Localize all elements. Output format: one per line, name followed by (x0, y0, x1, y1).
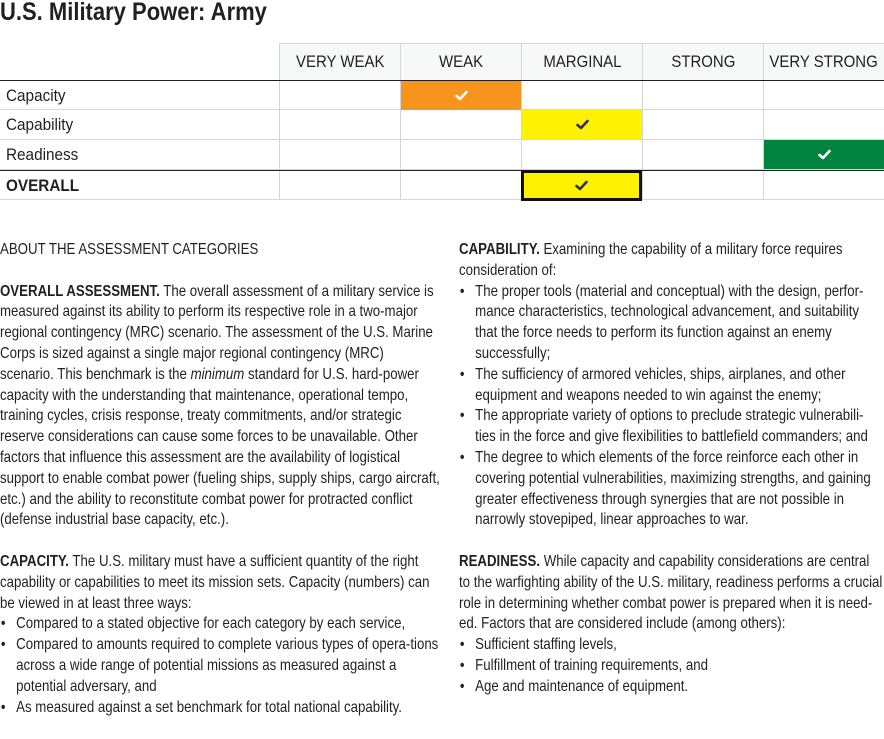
readiness-lead: READINESS. (459, 552, 541, 570)
row-label: Capability (6, 115, 74, 134)
capacity-lead: CAPACITY. (0, 552, 69, 570)
checkmark-icon (575, 180, 588, 191)
list-item: Compared to amounts required to complete… (0, 635, 440, 697)
column-header-label: MARGINAL (542, 52, 622, 71)
table-row-capability: Capability (0, 110, 884, 140)
checkmark-icon (575, 119, 589, 130)
rating-cell (521, 170, 642, 201)
list-item: As measured against a set benchmark for … (0, 698, 440, 719)
about-heading: ABOUT THE ASSESSMENT CATEGORIES (0, 241, 259, 258)
table-row-overall: OVERALL (0, 170, 884, 201)
left-column: ABOUT THE ASSESSMENT CATEGORIES OVERALL … (0, 240, 440, 739)
row-label: OVERALL (6, 176, 80, 195)
rating-cell (642, 140, 763, 169)
rating-cell (279, 110, 400, 139)
capacity-list: Compared to a stated objective for each … (0, 614, 440, 718)
overall-assessment-paragraph: OVERALL ASSESSMENT. The overall assessme… (0, 282, 440, 529)
rating-cell (521, 81, 642, 110)
checkmark-icon (454, 90, 468, 101)
list-item: The appropriate variety of options to pr… (459, 406, 884, 448)
rating-cell (400, 81, 521, 110)
rating-cell (279, 140, 400, 169)
table-row-readiness: Readiness (0, 140, 884, 170)
capability-paragraph: CAPABILITY. Examining the capability of … (459, 241, 843, 279)
list-item: Sufficient staffing levels, (459, 635, 884, 656)
rating-cell (279, 81, 400, 110)
column-header-marginal: MARGINAL (521, 43, 642, 80)
list-item: The degree to which elements of the forc… (459, 448, 884, 531)
capability-lead: CAPABILITY. (459, 241, 540, 258)
column-header-label: WEAK (438, 52, 484, 71)
column-header-very-weak: VERY WEAK (279, 43, 400, 80)
list-item: Fulfillment of training requirements, an… (459, 656, 884, 677)
rating-cell (400, 171, 521, 200)
overall-lead: OVERALL ASSESSMENT. (0, 282, 160, 300)
column-header-label: VERY STRONG (769, 52, 879, 71)
column-header-strong: STRONG (642, 43, 763, 80)
rating-cell (763, 81, 884, 110)
checkmark-icon (817, 149, 831, 160)
row-label: Capacity (6, 86, 66, 105)
table-row-capacity: Capacity (0, 80, 884, 110)
column-header-label: VERY WEAK (295, 52, 385, 71)
column-header-very-strong: VERY STRONG (763, 43, 884, 80)
rating-cell (763, 110, 884, 139)
rating-cell (521, 110, 642, 139)
column-header-label: STRONG (670, 52, 735, 71)
right-column: CAPABILITY. Examining the capability of … (459, 240, 884, 718)
rating-cell (763, 171, 884, 200)
rating-cell (279, 171, 400, 200)
capacity-paragraph: CAPACITY. The U.S. military must have a … (0, 552, 430, 612)
rating-cell (400, 140, 521, 169)
readiness-paragraph: READINESS. While capacity and capability… (459, 552, 883, 633)
list-item: Age and maintenance of equipment. (459, 677, 884, 698)
rating-cell (642, 81, 763, 110)
row-label: Readiness (6, 145, 79, 164)
page-title: U.S. Military Power: Army (0, 0, 267, 26)
capability-list: The proper tools (material and conceptua… (459, 282, 884, 532)
readiness-list: Sufficient staffing levels, Fulfillment … (459, 635, 884, 697)
list-item: The proper tools (material and conceptua… (459, 282, 884, 365)
column-header-weak: WEAK (400, 43, 521, 80)
rating-cell (642, 110, 763, 139)
list-item: The sufficiency of armored vehicles, shi… (459, 365, 884, 407)
rating-cell (400, 110, 521, 139)
list-item: Compared to a stated objective for each … (0, 614, 440, 635)
rating-cell (642, 171, 763, 200)
rating-cell (763, 140, 884, 169)
rating-cell (521, 140, 642, 169)
